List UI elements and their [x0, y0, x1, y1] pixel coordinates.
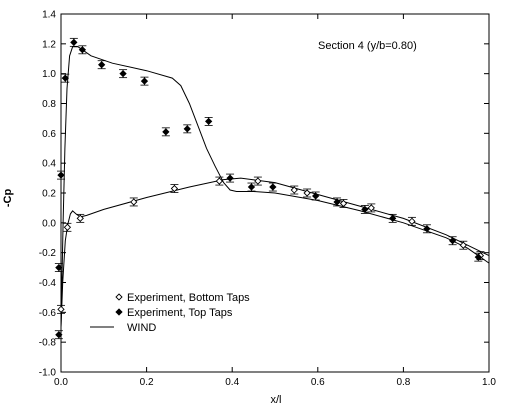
top-tap-point [183, 125, 191, 133]
bottom-tap-point [130, 198, 138, 206]
legend-marker [115, 308, 123, 316]
y-tick-label: -0.4 [39, 278, 57, 289]
top-tap-point [269, 183, 277, 191]
y-tick-label: 1.2 [42, 39, 56, 50]
top-tap-point [162, 128, 170, 136]
top-tap-point [423, 225, 431, 233]
x-tick-label: 0.4 [225, 377, 239, 388]
y-tick-label: 1.0 [42, 69, 56, 80]
y-tick-label: 1.4 [42, 10, 56, 21]
bottom-tap-point [170, 184, 179, 193]
top-tap-point [98, 61, 106, 69]
top-tap-point [361, 205, 369, 214]
bottom-tap-point [57, 305, 65, 313]
top-tap-point [333, 198, 341, 206]
bottom-tap-point [303, 189, 311, 197]
x-axis-label: x/l [271, 394, 282, 406]
y-tick-label: -0.6 [39, 308, 57, 319]
top-tap-point [55, 331, 63, 339]
top-tap-point [57, 171, 65, 179]
experiment-markers [54, 37, 485, 340]
wind-curve [60, 177, 490, 328]
bottom-tap-point [459, 241, 467, 249]
top-tap-point [119, 70, 127, 78]
y-tick-label: 0.0 [42, 218, 56, 229]
top-tap-point [226, 174, 234, 182]
top-tap-point [61, 74, 69, 82]
top-tap-point [55, 263, 63, 272]
y-tick-label: -0.2 [39, 248, 57, 259]
x-tick-label: 1.0 [482, 377, 496, 388]
section-annotation: Section 4 (y/b=0.80) [318, 40, 417, 52]
top-tap-point [312, 192, 320, 200]
bottom-tap-point [76, 214, 84, 222]
x-tick-label: 0.0 [54, 377, 68, 388]
axis-ticks: 0.0 0.2 0.4 0.6 0.8 1.0 -1.0 -0.8 -0.6 -0.4 -0.2 0.… [39, 10, 497, 389]
bottom-tap-point [254, 177, 262, 185]
y-tick-label: 0.4 [42, 159, 56, 170]
x-tick-label: 0.8 [396, 377, 410, 388]
y-tick-label: -0.8 [39, 338, 57, 349]
bottom-tap-point [63, 223, 72, 231]
top-tap-point [78, 46, 87, 54]
x-tick-label: 0.6 [311, 377, 325, 388]
top-tap-point [474, 253, 482, 261]
top-tap-point [448, 237, 457, 245]
y-tick-label: -1.0 [39, 368, 57, 379]
top-tap-point [389, 214, 397, 222]
legend-label: Experiment, Bottom Taps [127, 292, 250, 304]
wind-series [60, 46, 490, 328]
legend-marker [115, 293, 123, 301]
top-tap-point [70, 38, 78, 46]
y-tick-label: 0.2 [42, 189, 56, 200]
bottom-tap-point [367, 204, 375, 212]
y-tick-label: 0.8 [42, 99, 56, 110]
legend-label: Experiment, Top Taps [127, 307, 233, 319]
bottom-tap-point [339, 199, 348, 208]
x-tick-label: 0.2 [140, 377, 154, 388]
top-tap-point [205, 117, 213, 126]
bottom-tap-point [290, 186, 298, 194]
y-axis-label: -Cp [2, 189, 14, 208]
top-tap-point [247, 183, 256, 191]
legend: Experiment, Bottom Taps Experiment, Top T… [90, 292, 250, 334]
bottom-tap-point [408, 217, 416, 225]
bottom-tap-point [215, 177, 223, 185]
legend-label: WIND [127, 322, 156, 334]
top-tap-point [140, 77, 149, 85]
y-tick-label: 0.6 [42, 129, 56, 140]
wind-curve [60, 46, 490, 328]
